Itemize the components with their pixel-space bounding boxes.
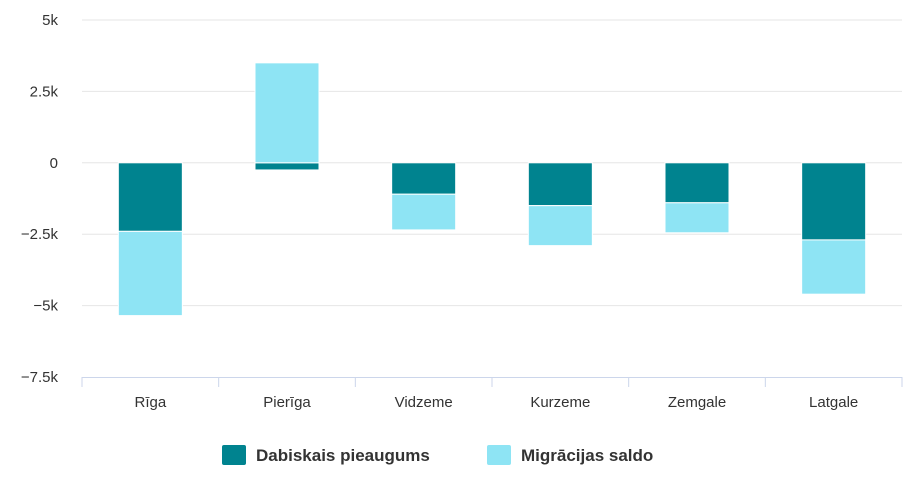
legend-item: Dabiskais pieaugums <box>222 445 430 465</box>
bar-dabiskais-pieaugums <box>391 162 457 195</box>
x-tick-label: Latgale <box>809 394 858 411</box>
legend: Dabiskais pieaugums Migrācijas saldo <box>222 445 653 465</box>
x-tick-label: Pierīga <box>263 394 311 411</box>
bar-migracijas-saldo <box>664 202 730 234</box>
legend-label: Migrācijas saldo <box>521 446 653 465</box>
x-axis <box>81 377 903 387</box>
bar-migracijas-saldo <box>254 62 320 164</box>
y-tick-label: −2.5k <box>21 226 59 243</box>
legend-swatch <box>222 445 246 465</box>
bar-migracijas-saldo <box>391 193 457 231</box>
bar-dabiskais-pieaugums <box>801 162 867 241</box>
x-tick-label: Zemgale <box>668 394 726 411</box>
y-tick-label: 0 <box>50 155 58 172</box>
legend-label: Dabiskais pieaugums <box>256 446 430 465</box>
y-tick-label: −7.5k <box>21 369 59 386</box>
bar-dabiskais-pieaugums <box>117 162 183 232</box>
legend-swatch <box>487 445 511 465</box>
bar-dabiskais-pieaugums <box>664 162 730 204</box>
y-tick-label: −5k <box>33 298 58 315</box>
bar-migracijas-saldo <box>801 239 867 295</box>
bar-dabiskais-pieaugums <box>254 162 320 171</box>
x-tick-label: Vidzeme <box>395 394 453 411</box>
gridlines <box>82 19 902 307</box>
bar-dabiskais-pieaugums <box>527 162 593 207</box>
x-tick-label: Rīga <box>134 394 166 411</box>
y-axis-labels: 5k 2.5k 0 −2.5k −5k −7.5k <box>21 12 59 386</box>
legend-item: Migrācijas saldo <box>487 445 653 465</box>
bars <box>117 62 867 317</box>
bar-migracijas-saldo <box>117 230 183 317</box>
x-axis-labels: Rīga Pierīga Vidzeme Kurzeme Zemgale Latgale <box>134 394 858 411</box>
x-tick-label: Kurzeme <box>530 394 590 411</box>
y-tick-label: 5k <box>42 12 58 29</box>
bar-migracijas-saldo <box>527 205 593 247</box>
y-tick-label: 2.5k <box>30 83 59 100</box>
